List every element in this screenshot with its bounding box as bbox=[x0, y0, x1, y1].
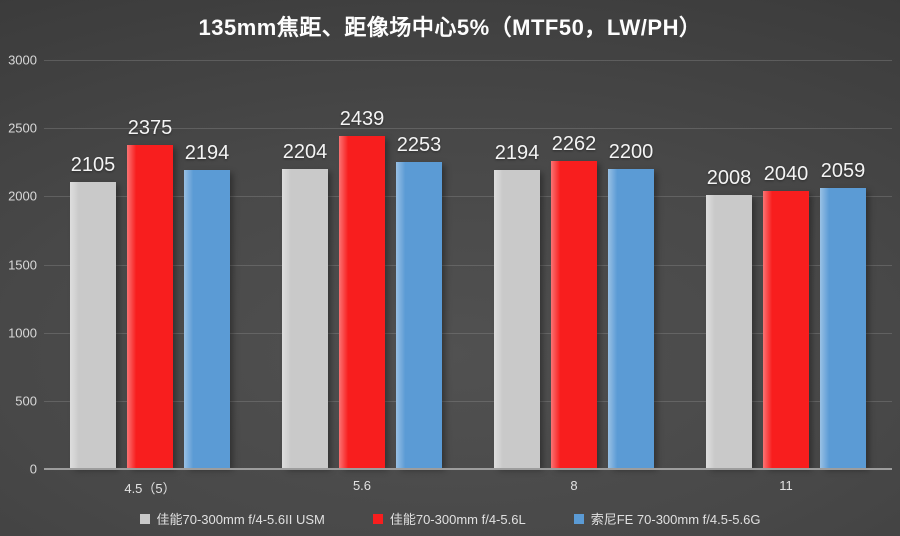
bar-slot: 2439 bbox=[339, 60, 385, 469]
x-axis-tick-label: 5.6 bbox=[352, 478, 372, 493]
x-axis-line bbox=[44, 468, 892, 470]
gridline bbox=[44, 264, 892, 266]
bar-value-label: 2204 bbox=[282, 140, 328, 163]
bar-value-label: 2194 bbox=[494, 141, 540, 164]
y-axis-tick-label: 1000 bbox=[8, 325, 37, 341]
gridline bbox=[44, 196, 892, 198]
legend-item: 佳能70-300mm f/4-5.6L bbox=[372, 509, 526, 528]
bar-value-label: 2262 bbox=[551, 132, 597, 155]
bar bbox=[494, 169, 540, 469]
bar-groups: 2105 2375 2194 2204 2439 2253 2194 2262 2200 2008… bbox=[44, 60, 892, 469]
bar bbox=[184, 169, 230, 469]
bar bbox=[608, 169, 654, 469]
legend-item: 佳能70-300mm f/4-5.6II USM bbox=[139, 509, 325, 528]
bar-slot: 2194 bbox=[494, 60, 540, 469]
bar bbox=[70, 182, 116, 469]
bar-slot: 2253 bbox=[396, 60, 442, 469]
bar-value-label: 2200 bbox=[608, 141, 654, 164]
bar-value-label: 2105 bbox=[70, 154, 116, 177]
legend-label: 佳能70-300mm f/4-5.6L bbox=[389, 512, 526, 527]
bar bbox=[127, 145, 173, 469]
gridline bbox=[44, 400, 892, 402]
bar bbox=[396, 161, 442, 469]
bar-slot: 2262 bbox=[551, 60, 597, 469]
bar bbox=[706, 195, 752, 469]
x-axis-labels: 4.5（5） 5.6 8 11 bbox=[44, 478, 892, 497]
bar-slot: 2204 bbox=[282, 60, 328, 469]
legend-item: 索尼FE 70-300mm f/4.5-5.6G bbox=[573, 509, 761, 528]
y-axis-tick-label: 3000 bbox=[8, 52, 37, 68]
bar bbox=[551, 160, 597, 469]
bar bbox=[282, 168, 328, 469]
bar-value-label: 2008 bbox=[706, 167, 752, 190]
bar-value-label: 2375 bbox=[127, 117, 173, 140]
bar-slot: 2105 bbox=[70, 60, 116, 469]
bar-group: 2194 2262 2200 bbox=[468, 60, 680, 469]
bar bbox=[820, 188, 866, 469]
bar-value-label: 2059 bbox=[820, 160, 866, 183]
bar-slot: 2059 bbox=[820, 60, 866, 469]
y-axis-tick-label: 2000 bbox=[8, 188, 37, 204]
legend-label: 佳能70-300mm f/4-5.6II USM bbox=[156, 512, 325, 527]
bar-slot: 2040 bbox=[763, 60, 809, 469]
bar-slot: 2194 bbox=[184, 60, 230, 469]
bar-slot: 2008 bbox=[706, 60, 752, 469]
x-axis-tick-label: 4.5（5） bbox=[124, 481, 176, 496]
y-axis-tick-label: 1500 bbox=[8, 257, 37, 272]
legend-marker-icon bbox=[372, 513, 383, 524]
legend-label: 索尼FE 70-300mm f/4.5-5.6G bbox=[590, 512, 761, 527]
bar-value-label: 2040 bbox=[763, 162, 809, 185]
chart-title: 135mm焦距、距像场中心5%（MTF50，LW/PH） bbox=[198, 15, 702, 40]
y-axis-tick-label: 500 bbox=[15, 393, 37, 409]
y-axis-tick-label: 0 bbox=[29, 461, 37, 477]
bar-group: 2204 2439 2253 bbox=[256, 60, 468, 469]
plot-area: 0 500 1000 1500 2000 2500 3000 2105 2375 2194 220… bbox=[8, 53, 892, 477]
bar-group: 2105 2375 2194 bbox=[44, 60, 256, 469]
bar-value-label: 2194 bbox=[184, 141, 230, 164]
bar-value-label: 2253 bbox=[396, 133, 442, 156]
gridline bbox=[44, 128, 892, 130]
bar bbox=[339, 136, 385, 469]
gridline bbox=[44, 60, 892, 61]
y-axis-tick-label: 2500 bbox=[8, 120, 37, 136]
legend-marker-icon bbox=[573, 513, 584, 524]
bar-slot: 2375 bbox=[127, 60, 173, 469]
bar-value-label: 2439 bbox=[339, 108, 385, 131]
bar bbox=[763, 190, 809, 469]
x-axis-tick-label: 8 bbox=[570, 478, 578, 493]
x-axis-tick-label: 11 bbox=[779, 478, 793, 493]
legend: 佳能70-300mm f/4-5.6II USM 佳能70-300mm f/4-5… bbox=[0, 509, 900, 528]
gridline bbox=[44, 332, 892, 334]
bar-group: 2008 2040 2059 bbox=[680, 60, 892, 469]
bar-slot: 2200 bbox=[608, 60, 654, 469]
legend-marker-icon bbox=[139, 513, 150, 524]
